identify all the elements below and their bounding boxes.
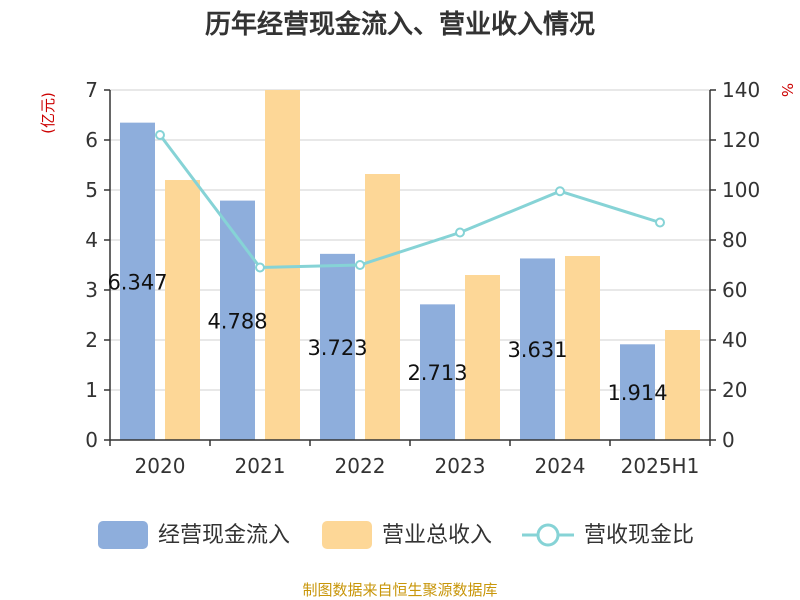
right-axis-tick-label: 0 (722, 428, 735, 452)
x-axis-tick-label: 2025H1 (621, 454, 700, 478)
right-axis-tick-label: 100 (722, 178, 760, 202)
right-axis-tick-label: 40 (722, 328, 747, 352)
legend-label-ratio: 营收现金比 (584, 523, 694, 548)
legend-swatch-cashflow (98, 521, 148, 549)
ratio-point (455, 227, 465, 238)
bar-cashflow (320, 253, 355, 440)
ratio-point (555, 186, 565, 197)
legend: 经营现金流入 营业总收入 营收现金比 (98, 521, 694, 549)
bar-value-label: 2.713 (407, 361, 467, 385)
right-axis-tick-label: 60 (722, 278, 747, 302)
legend-label-revenue: 营业总收入 (382, 523, 492, 548)
ratio-series-line (158, 134, 661, 270)
left-axis-unit: (亿元) (39, 92, 57, 134)
legend-swatch-revenue (322, 521, 372, 549)
bar-value-label: 3.631 (507, 338, 567, 362)
chart-title: 历年经营现金流入、营业收入情况 (205, 9, 595, 40)
x-axis-tick-label: 2024 (535, 454, 586, 478)
left-axis-tick-label: 0 (85, 428, 98, 452)
bar-cashflow (120, 122, 155, 441)
bar-revenue (665, 330, 700, 440)
left-axis-tick-label: 2 (85, 328, 98, 352)
left-axis-tick-label: 1 (85, 378, 98, 402)
ratio-point (255, 262, 265, 273)
right-axis-tick-label: 120 (722, 128, 760, 152)
bar-revenue (265, 90, 300, 440)
ratio-line (155, 130, 665, 273)
right-axis-tick-label: 20 (722, 378, 747, 402)
x-axis-tick-label: 2023 (435, 454, 486, 478)
bar-revenue (365, 174, 400, 440)
right-axis-tick-label: 140 (722, 78, 760, 102)
right-axis-tick-label: 80 (722, 228, 747, 252)
bar-value-label: 1.914 (607, 381, 667, 405)
bar-value-label: 3.723 (307, 336, 367, 360)
left-axis-tick-label: 5 (85, 178, 98, 202)
left-axis-tick-label: 4 (85, 228, 98, 252)
bar-revenue (165, 180, 200, 440)
bar-revenue (465, 275, 500, 440)
left-axis-tick-label: 6 (85, 128, 98, 152)
bar-revenue (565, 256, 600, 440)
bar-cashflow (520, 258, 555, 440)
legend-label-cashflow: 经营现金流入 (158, 523, 290, 548)
data-labels: 6.347 4.788 3.723 2.713 3.631 1.914 (107, 270, 667, 405)
bar-cashflow (620, 344, 655, 440)
ratio-point (155, 130, 165, 140)
left-axis-tick-label: 7 (85, 78, 98, 102)
ratio-point (355, 260, 365, 270)
left-axis-tick-label: 3 (85, 278, 98, 302)
x-axis-tick-label: 2020 (135, 454, 186, 478)
bars (120, 90, 700, 441)
bar-cashflow (420, 304, 455, 440)
legend-item-ratio[interactable]: 营收现金比 (522, 523, 694, 548)
ratio-point (655, 217, 665, 228)
axes: 0 1 2 3 4 5 6 7 0 20 40 60 80 100 120 140 2020 2021 2022 20… (85, 78, 760, 478)
x-axis-tick-label: 2022 (335, 454, 386, 478)
right-axis-unit: % (778, 83, 796, 97)
legend-item-revenue[interactable]: 营业总收入 (322, 521, 492, 549)
bar-value-label: 6.347 (107, 270, 167, 294)
legend-marker-ratio (536, 523, 560, 547)
bar-cashflow (220, 200, 255, 440)
legend-item-cashflow[interactable]: 经营现金流入 (98, 521, 290, 549)
gridlines (110, 89, 710, 391)
bar-value-label: 4.788 (207, 309, 267, 333)
source-note: 制图数据来自恒生聚源数据库 (302, 581, 497, 599)
x-axis-tick-label: 2021 (235, 454, 286, 478)
